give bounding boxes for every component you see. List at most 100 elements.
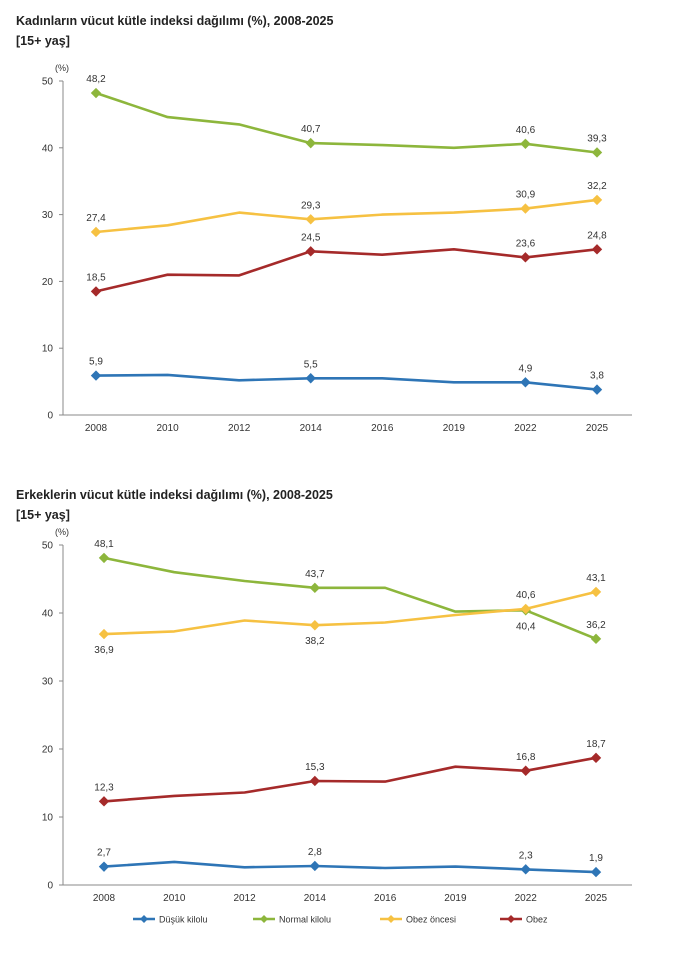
y-axis-unit: (%) <box>55 527 69 537</box>
data-label: 38,2 <box>305 636 325 647</box>
data-point <box>305 214 316 225</box>
y-tick-label: 20 <box>42 277 54 288</box>
data-label: 5,9 <box>89 357 103 368</box>
y-tick-label: 50 <box>42 541 54 552</box>
data-point <box>90 226 102 238</box>
data-point <box>98 796 110 807</box>
legend-label: Obez <box>526 915 548 925</box>
x-tick-label: 2019 <box>443 423 466 434</box>
series-line <box>103 860 597 874</box>
y-tick-label: 10 <box>42 813 54 824</box>
series-line <box>103 590 597 636</box>
data-label: 40,7 <box>301 124 321 135</box>
data-label: 5,5 <box>304 359 318 370</box>
y-tick-label: 30 <box>42 210 54 221</box>
series-düşük-kilolu: 2,7 2,8 2,3 1,9 <box>97 847 603 878</box>
chart-2-title: Erkeklerin vücut kütle indeksi dağılımı … <box>16 488 333 502</box>
legend-label: Düşük kilolu <box>159 915 208 925</box>
chart-1-subtitle: [15+ yaş] <box>16 34 70 48</box>
y-tick-label: 0 <box>47 411 53 422</box>
x-tick-label: 2022 <box>515 893 538 904</box>
data-label: 43,7 <box>305 569 325 580</box>
data-label: 3,8 <box>590 371 604 382</box>
y-tick-label: 10 <box>42 344 54 355</box>
x-tick-label: 2012 <box>228 423 251 434</box>
data-label: 48,2 <box>86 74 106 85</box>
y-tick-label: 50 <box>42 77 54 88</box>
legend-label: Normal kilolu <box>279 915 331 925</box>
legend: Düşük kilolu Normal kilolu Obez öncesi Obez <box>133 915 548 925</box>
data-label: 36,2 <box>586 620 606 631</box>
legend-marker <box>507 915 515 923</box>
x-tick-label: 2016 <box>371 423 394 434</box>
data-label: 30,9 <box>516 190 536 201</box>
data-point <box>309 620 321 631</box>
data-point <box>305 246 316 257</box>
data-label: 16,8 <box>516 752 536 763</box>
data-point <box>309 582 321 594</box>
chart-2-subtitle: [15+ yaş] <box>16 508 70 522</box>
data-point <box>90 286 102 297</box>
x-tick-label: 2008 <box>93 893 116 904</box>
data-point <box>590 752 602 764</box>
series-line <box>95 91 598 154</box>
data-point <box>305 373 316 384</box>
chart-1: 0 10 20 30 40 50(%) 2008 2010 2012 2014 2016 2019 20… <box>42 63 632 434</box>
series-line <box>95 198 598 234</box>
data-label: 39,3 <box>587 133 607 144</box>
series-line <box>95 373 598 391</box>
chart-1-title: Kadınların vücut kütle indeksi dağılımı … <box>16 14 334 28</box>
data-point <box>591 244 603 255</box>
data-label: 4,9 <box>518 363 532 374</box>
x-tick-label: 2025 <box>586 423 609 434</box>
data-point <box>98 552 110 564</box>
y-tick-label: 0 <box>47 881 53 892</box>
legend-label: Obez öncesi <box>406 915 456 925</box>
data-point <box>590 633 602 645</box>
data-label: 2,3 <box>519 850 533 861</box>
x-tick-label: 2025 <box>585 893 608 904</box>
x-tick-label: 2014 <box>300 423 323 434</box>
data-label: 24,8 <box>587 230 607 241</box>
series-obez: 18,5 24,5 23,6 24,8 <box>86 230 607 297</box>
data-label: 27,4 <box>86 213 106 224</box>
data-label: 12,3 <box>94 782 114 793</box>
series-obez-öncesi: 36,9 38,2 40,6 43,1 <box>94 573 606 656</box>
data-label: 18,7 <box>586 739 606 750</box>
y-tick-label: 40 <box>42 143 54 154</box>
y-tick-label: 20 <box>42 745 54 756</box>
x-tick-label: 2016 <box>374 893 397 904</box>
data-point <box>520 203 531 214</box>
data-label: 36,9 <box>94 645 114 656</box>
data-label: 2,7 <box>97 848 111 859</box>
series-obez: 12,3 15,3 16,8 18,7 <box>94 739 606 807</box>
series-obez-öncesi: 27,4 29,3 30,9 32,2 <box>86 181 607 238</box>
x-tick-label: 2008 <box>85 423 108 434</box>
x-tick-label: 2014 <box>304 893 327 904</box>
legend-marker <box>260 915 268 923</box>
y-tick-label: 40 <box>42 609 54 620</box>
chart-2: 0 10 20 30 40 50(%) 2008 2010 2012 2014 2016 2019 20… <box>42 527 632 904</box>
y-tick-label: 30 <box>42 677 54 688</box>
x-tick-label: 2010 <box>156 423 179 434</box>
series-line <box>103 756 597 803</box>
series-line <box>95 248 598 293</box>
data-point <box>98 628 110 640</box>
data-point <box>520 138 531 149</box>
series-düşük-kilolu: 5,9 5,5 4,9 3,8 <box>89 357 604 395</box>
data-label: 2,8 <box>308 847 322 858</box>
data-point <box>591 194 603 206</box>
data-label: 40,6 <box>516 125 536 136</box>
data-label: 43,1 <box>586 573 606 584</box>
data-point <box>591 147 603 158</box>
data-point <box>98 861 110 872</box>
data-label: 23,6 <box>516 238 536 249</box>
data-point <box>590 586 602 598</box>
series-normal-kilolu: 48,2 40,7 40,6 39,3 <box>86 74 607 158</box>
data-point <box>520 864 531 875</box>
data-point <box>90 87 102 99</box>
data-label: 48,1 <box>94 539 114 550</box>
x-tick-label: 2010 <box>163 893 186 904</box>
data-point <box>309 860 321 872</box>
data-point <box>520 603 531 615</box>
